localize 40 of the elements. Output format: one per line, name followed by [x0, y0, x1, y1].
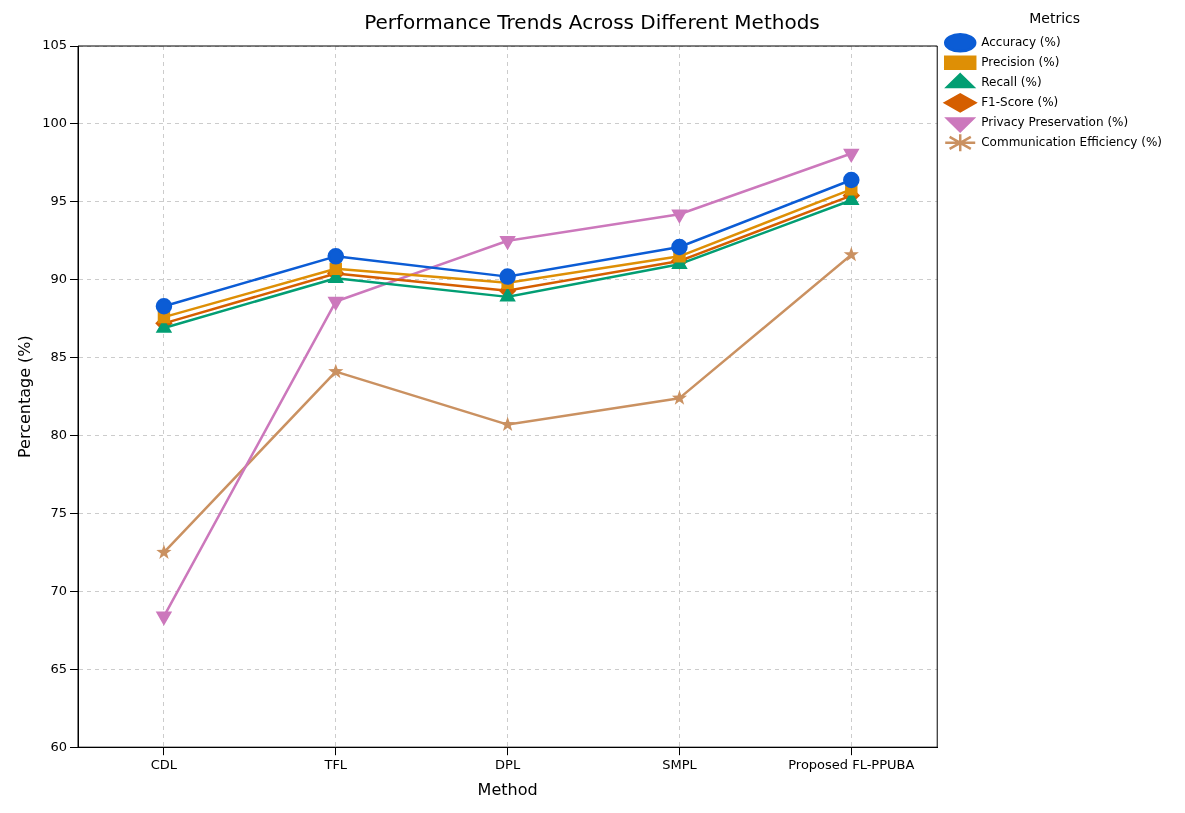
point: [671, 238, 688, 256]
y-tick-label: 90: [50, 271, 68, 287]
x-axis-title: Method: [477, 779, 538, 799]
point: [671, 390, 688, 405]
point: [328, 296, 344, 310]
y-tick-label: 75: [50, 504, 68, 520]
point: [500, 288, 515, 302]
point: [500, 416, 516, 432]
point: [327, 248, 345, 265]
point: [329, 262, 342, 276]
y-tick-label: 60: [50, 738, 68, 754]
y-tick-label: 85: [50, 349, 68, 365]
x-tick-label: TFL: [323, 757, 348, 773]
y-tick-label: 105: [42, 37, 68, 53]
y-tick-label: 70: [50, 582, 68, 598]
y-tick-label: 95: [50, 193, 68, 209]
y-tick-label: 65: [50, 660, 68, 676]
point: [328, 363, 344, 379]
y-tick-label: 100: [42, 115, 68, 131]
y-axis-title: Percentage (%): [14, 335, 34, 458]
legend-label: Accuracy (%): [981, 34, 1061, 49]
point: [672, 209, 687, 223]
point: [156, 544, 172, 559]
point: [499, 268, 516, 285]
point: [843, 171, 860, 189]
y-tick-label: 80: [50, 426, 68, 442]
point: [843, 246, 859, 262]
point: [155, 297, 173, 315]
legend-label: Communication Efficiency (%): [981, 134, 1162, 149]
legend-label: Privacy Preservation (%): [981, 114, 1129, 129]
chart-title: Performance Trends Across Different Methods: [364, 10, 820, 35]
legend-label: F1-Score (%): [981, 94, 1059, 109]
legend-title: Metrics: [1029, 9, 1081, 26]
x-tick-label: CDL: [150, 757, 178, 773]
point: [843, 148, 859, 162]
x-tick-label: Proposed FL-PPUBA: [788, 757, 915, 773]
x-tick-label: DPL: [495, 757, 521, 773]
legend-label: Precision (%): [981, 54, 1060, 69]
x-tick-label: SMPL: [662, 757, 698, 773]
legend-label: Recall (%): [981, 74, 1042, 89]
